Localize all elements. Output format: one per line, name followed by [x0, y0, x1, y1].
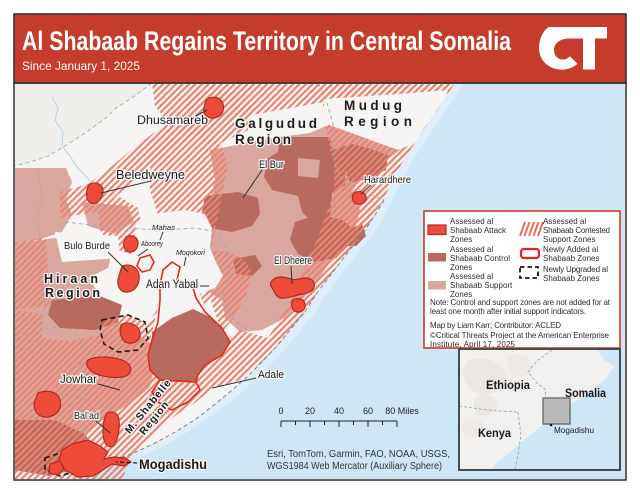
- svg-text:Mogadishu: Mogadishu: [554, 426, 594, 435]
- svg-text:Adale: Adale: [258, 369, 284, 381]
- svg-text:El Bur: El Bur: [259, 159, 284, 171]
- svg-text:Map by Liam Karr; Contributor:: Map by Liam Karr; Contributor: ACLED: [430, 321, 561, 330]
- svg-text:Note: Control and support zone: Note: Control and support zones are not …: [430, 298, 611, 307]
- svg-text:Mahas: Mahas: [152, 225, 176, 232]
- svg-text:Dhusamareb: Dhusamareb: [137, 115, 208, 127]
- svg-text:80 Miles: 80 Miles: [385, 406, 419, 416]
- svg-text:Support Zones: Support Zones: [543, 235, 595, 244]
- svg-text:Aboorey: Aboorey: [140, 241, 163, 248]
- svg-text:Assessed al: Assessed al: [450, 245, 493, 254]
- svg-text:Institute, April 17, 2025: Institute, April 17, 2025: [430, 340, 516, 349]
- svg-text:least one month after initial: least one month after initial support in…: [430, 307, 586, 316]
- svg-text:Region: Region: [45, 286, 100, 300]
- svg-text:60: 60: [363, 406, 373, 416]
- svg-text:©Critical Threats Project at t: ©Critical Threats Project at the America…: [430, 331, 610, 340]
- svg-text:WGS1984 Web Mercator (Auxiliar: WGS1984 Web Mercator (Auxiliary Sphere): [267, 461, 442, 472]
- svg-text:Bal’ad: Bal’ad: [74, 410, 99, 422]
- svg-text:Region: Region: [344, 114, 412, 129]
- svg-text:Assessed al: Assessed al: [450, 272, 493, 281]
- svg-text:20: 20: [305, 406, 315, 416]
- svg-text:Newly Upgraded al: Newly Upgraded al: [543, 265, 608, 274]
- svg-text:Zones: Zones: [450, 235, 472, 244]
- svg-text:Jowhar: Jowhar: [60, 374, 97, 386]
- svg-text:Shabaab Support: Shabaab Support: [450, 281, 513, 290]
- svg-text:Mogadishu: Mogadishu: [139, 457, 207, 472]
- svg-text:Region: Region: [235, 132, 291, 147]
- svg-text:Harardhere: Harardhere: [364, 174, 411, 186]
- svg-text:Shabaab Zones: Shabaab Zones: [543, 254, 600, 263]
- svg-text:Beledweyne: Beledweyne: [116, 168, 185, 182]
- svg-text:Zones: Zones: [450, 290, 472, 299]
- svg-text:El Dheere: El Dheere: [274, 255, 312, 267]
- svg-text:Galgudud: Galgudud: [235, 116, 317, 131]
- svg-text:Shabaab Attack: Shabaab Attack: [450, 226, 507, 235]
- svg-text:Shabaab Control: Shabaab Control: [450, 254, 510, 263]
- svg-text:Ethiopia: Ethiopia: [486, 378, 530, 392]
- svg-text:Assessed al: Assessed al: [450, 217, 493, 226]
- svg-text:Hiraan: Hiraan: [44, 272, 98, 286]
- svg-text:Moqokori: Moqokori: [176, 250, 205, 257]
- svg-text:Shabaab Contested: Shabaab Contested: [543, 226, 610, 235]
- svg-text:Shabaab Zones: Shabaab Zones: [543, 274, 600, 283]
- svg-text:Since January 1, 2025: Since January 1, 2025: [22, 59, 140, 73]
- svg-text:Bulo Burde: Bulo Burde: [64, 240, 110, 252]
- svg-text:Zones: Zones: [450, 263, 472, 272]
- svg-text:Assessed al: Assessed al: [543, 217, 586, 226]
- svg-text:Mudug: Mudug: [344, 98, 402, 113]
- svg-text:Kenya: Kenya: [478, 426, 511, 440]
- svg-text:Esri, TomTom, Garmin, FAO, NOA: Esri, TomTom, Garmin, FAO, NOAA, USGS,: [267, 449, 450, 460]
- svg-text:Newly Added al: Newly Added al: [543, 245, 598, 254]
- svg-text:Adan Yabal: Adan Yabal: [146, 279, 198, 291]
- svg-text:Al Shabaab Regains Territory i: Al Shabaab Regains Territory in Central …: [22, 26, 512, 56]
- svg-text:Somalia: Somalia: [565, 386, 606, 400]
- svg-text:0: 0: [278, 406, 283, 416]
- svg-text:40: 40: [334, 406, 344, 416]
